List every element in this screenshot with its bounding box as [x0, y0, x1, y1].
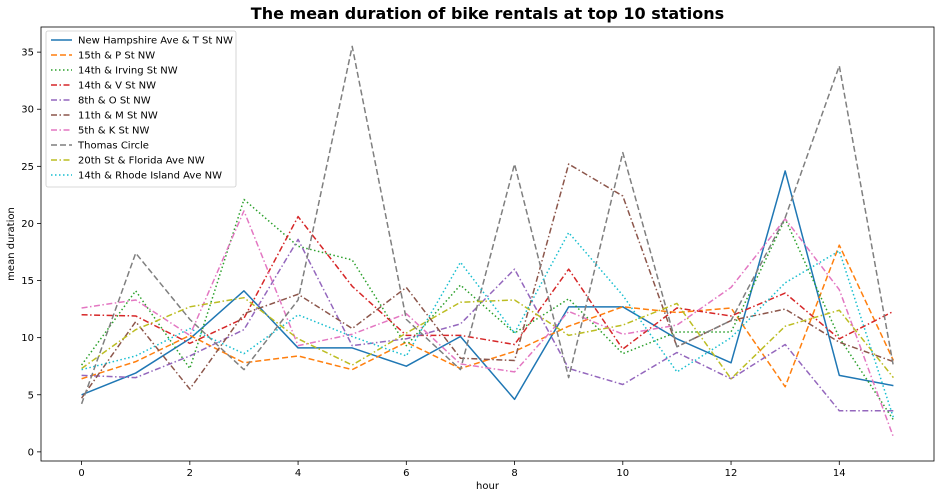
y-axis-label: mean duration	[6, 207, 17, 281]
x-tick-label: 12	[725, 468, 738, 479]
x-tick-label: 6	[403, 468, 409, 479]
y-tick-label: 5	[28, 390, 34, 401]
legend-label: 11th & M St NW	[78, 111, 158, 122]
y-tick-label: 30	[21, 105, 34, 116]
legend-label: 20th St & Florida Ave NW	[78, 156, 205, 167]
x-tick-label: 10	[616, 468, 629, 479]
legend-label: 14th & Rhode Island Ave NW	[78, 171, 222, 182]
series-line-9	[81, 296, 894, 380]
series-line-4	[81, 215, 894, 350]
x-axis-label: hour	[476, 481, 500, 492]
x-tick-label: 14	[833, 468, 846, 479]
chart-title: The mean duration of bike rentals at top…	[251, 4, 724, 23]
x-tick-label: 0	[78, 468, 84, 479]
series-line-7	[81, 210, 895, 438]
x-axis: 0 2 4 6 8 10 12 14	[78, 461, 846, 479]
y-tick-label: 35	[21, 48, 34, 59]
legend-label: Thomas Circle	[77, 141, 149, 152]
legend-label: 8th & O St NW	[78, 96, 151, 107]
series-line-10	[81, 231, 895, 418]
y-tick-label: 10	[21, 333, 34, 344]
series-line-5	[81, 238, 894, 412]
y-tick-label: 0	[28, 447, 34, 458]
series-line-3	[80, 198, 895, 421]
series-line-1	[81, 170, 894, 401]
x-tick-label: 8	[511, 468, 517, 479]
y-tick-label: 25	[21, 162, 34, 173]
x-tick-label: 4	[295, 468, 301, 479]
legend: New Hampshire Ave & T St NW 15th & P St N…	[45, 30, 237, 188]
series-line-8	[80, 45, 895, 405]
series-layer	[80, 45, 895, 438]
x-tick-label: 2	[187, 468, 193, 479]
plot-area	[40, 26, 935, 462]
legend-label: 14th & V St NW	[78, 81, 156, 92]
y-axis: 0 5 10 15 20 25 30 35	[21, 48, 41, 458]
legend-label: New Hampshire Ave & T St NW	[78, 36, 233, 47]
y-tick-label: 20	[21, 219, 34, 230]
legend-label: 15th & P St NW	[78, 51, 155, 62]
legend-label: 14th & Irving St NW	[78, 66, 178, 77]
legend-label: 5th & K St NW	[78, 126, 149, 137]
y-tick-label: 15	[21, 276, 34, 287]
series-line-6	[80, 163, 894, 399]
legend-box	[45, 30, 237, 188]
